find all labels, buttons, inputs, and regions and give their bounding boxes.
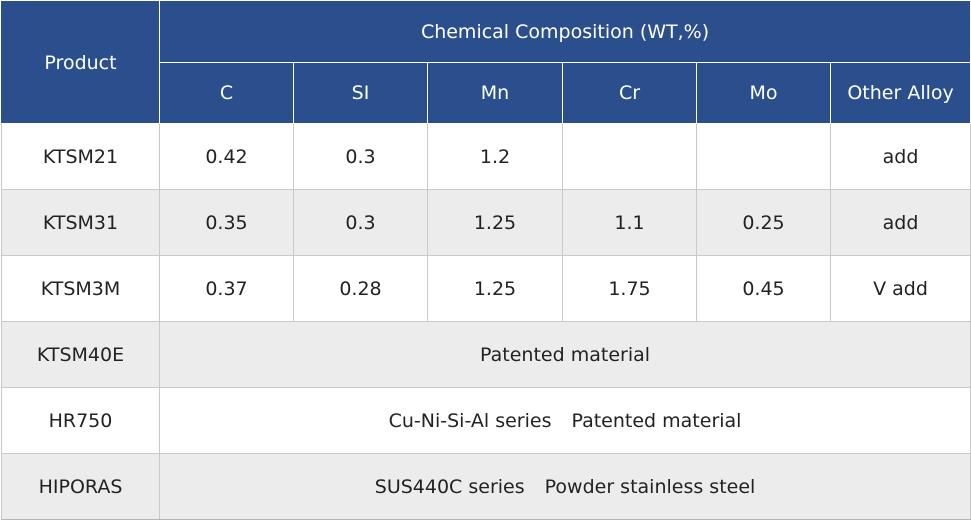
other-alloy-cell: add	[829, 189, 971, 256]
table-row-ktsm31: KTSM31 0.35 0.3 1.25 1.1 0.25 add	[1, 189, 971, 256]
element-header-mn: Mn	[427, 62, 563, 124]
composition-note-text: Patented material	[480, 343, 651, 366]
element-header-mo: Mo	[696, 62, 831, 124]
header-row-top: Product Chemical Composition (WT,%)	[1, 1, 971, 124]
si-cell: 0.28	[293, 255, 428, 322]
cr-cell: 1.1	[562, 189, 697, 256]
table-row-ktsm3m: KTSM3M 0.37 0.28 1.25 1.75 0.45 V add	[1, 255, 971, 322]
table-body: KTSM21 0.42 0.3 1.2 add KTSM31 0.35 0.3 …	[1, 123, 971, 520]
c-cell: 0.37	[159, 255, 294, 322]
mn-cell: 1.25	[427, 189, 563, 256]
product-cell: KTSM21	[1, 123, 160, 190]
element-header-cr: Cr	[562, 62, 697, 124]
element-header-other-alloy: Other Alloy	[829, 62, 971, 124]
si-cell: 0.3	[293, 123, 428, 190]
mo-cell	[696, 123, 831, 190]
material-text: Powder stainless steel	[544, 475, 756, 498]
c-cell: 0.42	[159, 123, 294, 190]
c-cell: 0.35	[159, 189, 294, 256]
cr-cell	[562, 123, 697, 190]
chemical-composition-header: Chemical Composition (WT,%)	[158, 1, 971, 63]
other-alloy-cell: add	[829, 123, 971, 190]
series-text: Cu-Ni-Si-Al series	[388, 409, 552, 432]
series-text: SUS440C series	[374, 475, 525, 498]
mn-cell: 1.25	[427, 255, 563, 322]
element-header-c: C	[159, 62, 294, 124]
element-header-si: SI	[293, 62, 428, 124]
product-cell: KTSM40E	[1, 321, 160, 388]
si-cell: 0.3	[293, 189, 428, 256]
cr-cell: 1.75	[562, 255, 697, 322]
product-cell: HR750	[1, 387, 160, 454]
table-row-ktsm40e: KTSM40E Patented material	[1, 321, 971, 388]
product-cell: HIPORAS	[1, 453, 160, 520]
header-row-elements: C SI Mn Cr Mo Other Alloy	[2, 62, 971, 124]
mo-cell: 0.25	[696, 189, 831, 256]
mo-cell: 0.45	[696, 255, 831, 322]
material-text: Patented material	[571, 409, 742, 432]
table-header: Product Chemical Composition (WT,%) C SI…	[1, 1, 971, 124]
product-cell: KTSM31	[1, 189, 160, 256]
table-row-ktsm21: KTSM21 0.42 0.3 1.2 add	[1, 123, 971, 190]
table-row-hiporas: HIPORAS SUS440C series Powder stainless s…	[1, 453, 971, 520]
composition-note-cell: Patented material	[158, 321, 971, 388]
mn-cell: 1.2	[427, 123, 563, 190]
composition-note-cell: Cu-Ni-Si-Al series Patented material	[158, 387, 971, 454]
product-column-header: Product	[1, 1, 160, 124]
other-alloy-cell: V add	[829, 255, 971, 322]
product-cell: KTSM3M	[1, 255, 160, 322]
table-row-hr750: HR750 Cu-Ni-Si-Al series Patented materia…	[1, 387, 971, 454]
composition-note-cell: SUS440C series Powder stainless steel	[158, 453, 971, 520]
